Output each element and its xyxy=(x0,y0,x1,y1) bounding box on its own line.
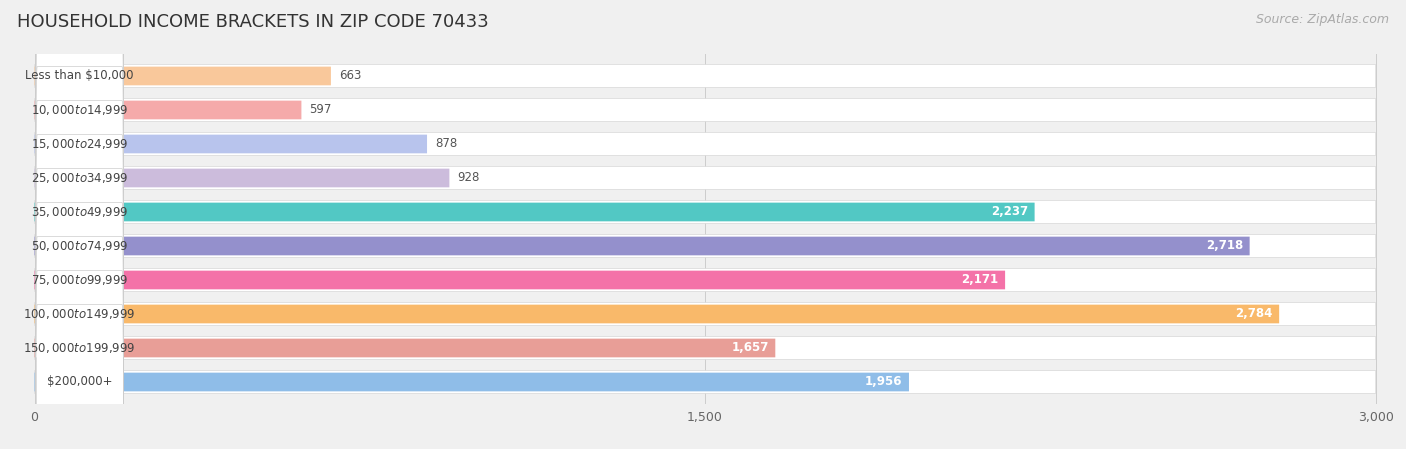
Text: 2,171: 2,171 xyxy=(962,273,998,286)
FancyBboxPatch shape xyxy=(35,135,427,154)
Text: $35,000 to $49,999: $35,000 to $49,999 xyxy=(31,205,128,219)
FancyBboxPatch shape xyxy=(35,269,1375,291)
FancyBboxPatch shape xyxy=(35,101,124,255)
FancyBboxPatch shape xyxy=(35,65,1375,88)
FancyBboxPatch shape xyxy=(35,370,1375,393)
FancyBboxPatch shape xyxy=(35,101,301,119)
FancyBboxPatch shape xyxy=(35,237,124,392)
FancyBboxPatch shape xyxy=(35,99,1375,121)
Text: 2,718: 2,718 xyxy=(1206,239,1243,252)
Text: $25,000 to $34,999: $25,000 to $34,999 xyxy=(31,171,128,185)
FancyBboxPatch shape xyxy=(35,303,1375,326)
Text: 1,956: 1,956 xyxy=(865,375,903,388)
Text: $15,000 to $24,999: $15,000 to $24,999 xyxy=(31,137,128,151)
Text: 597: 597 xyxy=(309,103,332,116)
Text: 878: 878 xyxy=(434,137,457,150)
Text: $50,000 to $74,999: $50,000 to $74,999 xyxy=(31,239,128,253)
FancyBboxPatch shape xyxy=(35,169,450,187)
FancyBboxPatch shape xyxy=(35,201,1375,224)
Text: 928: 928 xyxy=(457,172,479,185)
FancyBboxPatch shape xyxy=(35,271,124,425)
Text: HOUSEHOLD INCOME BRACKETS IN ZIP CODE 70433: HOUSEHOLD INCOME BRACKETS IN ZIP CODE 70… xyxy=(17,13,489,31)
FancyBboxPatch shape xyxy=(35,66,330,85)
Text: 2,237: 2,237 xyxy=(991,206,1028,219)
FancyBboxPatch shape xyxy=(35,167,1375,189)
FancyBboxPatch shape xyxy=(35,202,1035,221)
FancyBboxPatch shape xyxy=(35,0,124,154)
Text: 1,657: 1,657 xyxy=(731,342,769,355)
FancyBboxPatch shape xyxy=(35,304,1279,323)
FancyBboxPatch shape xyxy=(35,271,1005,289)
Text: 663: 663 xyxy=(339,70,361,83)
FancyBboxPatch shape xyxy=(35,135,124,289)
Text: $10,000 to $14,999: $10,000 to $14,999 xyxy=(31,103,128,117)
Text: Less than $10,000: Less than $10,000 xyxy=(25,70,134,83)
FancyBboxPatch shape xyxy=(35,132,1375,155)
Text: 2,784: 2,784 xyxy=(1234,308,1272,321)
FancyBboxPatch shape xyxy=(35,339,775,357)
FancyBboxPatch shape xyxy=(35,202,124,357)
Text: $150,000 to $199,999: $150,000 to $199,999 xyxy=(24,341,136,355)
FancyBboxPatch shape xyxy=(35,33,124,187)
FancyBboxPatch shape xyxy=(35,237,1250,255)
FancyBboxPatch shape xyxy=(35,337,1375,359)
FancyBboxPatch shape xyxy=(35,66,124,221)
FancyBboxPatch shape xyxy=(35,373,908,392)
FancyBboxPatch shape xyxy=(35,169,124,323)
Text: $75,000 to $99,999: $75,000 to $99,999 xyxy=(31,273,128,287)
Text: $100,000 to $149,999: $100,000 to $149,999 xyxy=(24,307,136,321)
FancyBboxPatch shape xyxy=(35,234,1375,257)
Text: Source: ZipAtlas.com: Source: ZipAtlas.com xyxy=(1256,13,1389,26)
FancyBboxPatch shape xyxy=(35,304,124,449)
Text: $200,000+: $200,000+ xyxy=(46,375,112,388)
